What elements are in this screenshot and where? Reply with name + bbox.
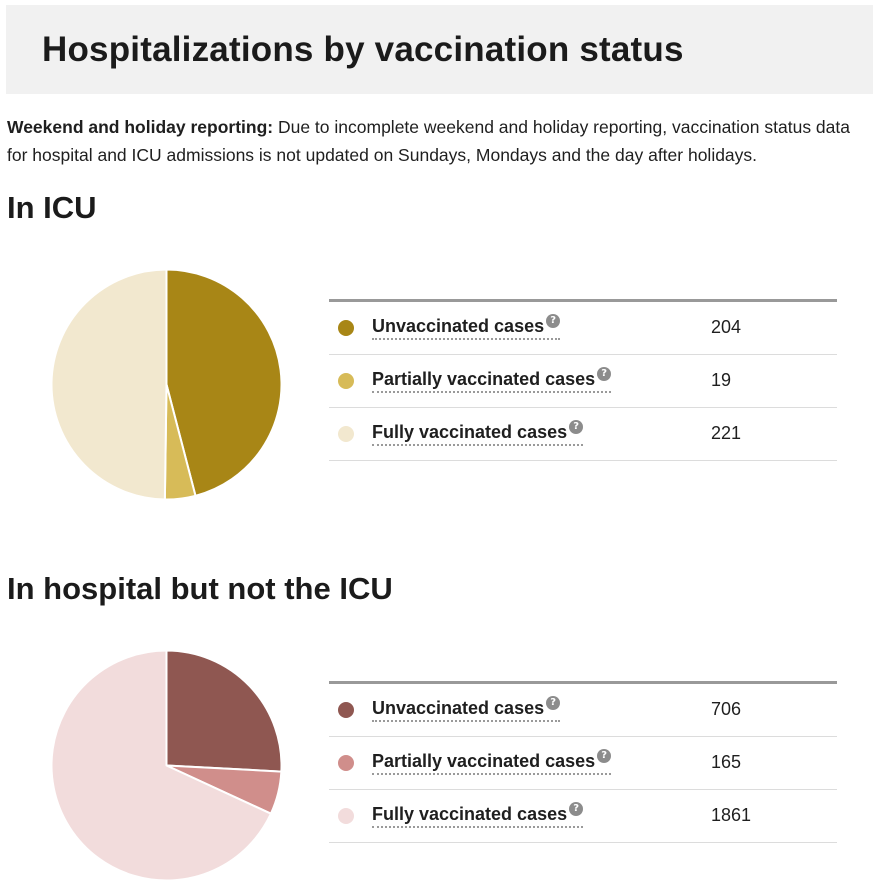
pie-slice-fully-vaccinated[interactable] bbox=[50, 268, 168, 501]
help-icon[interactable]: ? bbox=[546, 696, 561, 710]
icu-legend-row-partially: Partially vaccinated cases? 19 bbox=[329, 355, 837, 408]
partially-vaccinated-label[interactable]: Partially vaccinated cases? bbox=[372, 367, 612, 393]
page-title: Hospitalizations by vaccination status bbox=[42, 29, 684, 69]
hospital-pie-chart bbox=[50, 649, 283, 882]
hospital-legend-row-partially: Partially vaccinated cases? 165 bbox=[329, 737, 837, 790]
page-header: Hospitalizations by vaccination status bbox=[6, 5, 873, 94]
icu-section-title: In ICU bbox=[7, 190, 97, 225]
help-icon[interactable]: ? bbox=[569, 420, 584, 434]
icu-pie-chart bbox=[50, 268, 283, 501]
pie-slice-unvaccinated[interactable] bbox=[165, 649, 283, 773]
help-icon[interactable]: ? bbox=[546, 314, 561, 328]
hospital-legend: Unvaccinated cases? 706 Partially vaccin… bbox=[329, 681, 837, 843]
fully-vaccinated-label[interactable]: Fully vaccinated cases? bbox=[372, 420, 584, 446]
fully-vaccinated-value: 1861 bbox=[711, 805, 752, 825]
help-icon[interactable]: ? bbox=[597, 749, 612, 763]
hospital-section-title: In hospital but not the ICU bbox=[7, 571, 393, 606]
reporting-note: Weekend and holiday reporting: Due to in… bbox=[7, 113, 867, 169]
unvaccinated-label[interactable]: Unvaccinated cases? bbox=[372, 314, 561, 340]
reporting-note-heading: Weekend and holiday reporting: bbox=[7, 117, 274, 137]
hospital-legend-row-fully: Fully vaccinated cases? 1861 bbox=[329, 790, 837, 843]
fully-vaccinated-swatch bbox=[338, 808, 354, 824]
unvaccinated-label[interactable]: Unvaccinated cases? bbox=[372, 696, 561, 722]
icu-legend-row-fully: Fully vaccinated cases? 221 bbox=[329, 408, 837, 461]
icu-legend: Unvaccinated cases? 204 Partially vaccin… bbox=[329, 299, 837, 461]
fully-vaccinated-value: 221 bbox=[711, 423, 742, 443]
pie-slice-unvaccinated[interactable] bbox=[165, 268, 283, 497]
unvaccinated-value: 204 bbox=[711, 317, 742, 337]
help-icon[interactable]: ? bbox=[569, 802, 584, 816]
partially-vaccinated-value: 165 bbox=[711, 752, 742, 772]
unvaccinated-swatch bbox=[338, 702, 354, 718]
partially-vaccinated-swatch bbox=[338, 755, 354, 771]
fully-vaccinated-label[interactable]: Fully vaccinated cases? bbox=[372, 802, 584, 828]
unvaccinated-swatch bbox=[338, 320, 354, 336]
pie-slice-fully-vaccinated[interactable] bbox=[50, 649, 272, 882]
icu-legend-row-unvaccinated: Unvaccinated cases? 204 bbox=[329, 302, 837, 355]
help-icon[interactable]: ? bbox=[597, 367, 612, 381]
reporting-note-text: Due to incomplete weekend and holiday re… bbox=[7, 117, 850, 165]
partially-vaccinated-value: 19 bbox=[711, 370, 732, 390]
hospital-legend-row-unvaccinated: Unvaccinated cases? 706 bbox=[329, 684, 837, 737]
unvaccinated-value: 706 bbox=[711, 699, 742, 719]
fully-vaccinated-swatch bbox=[338, 426, 354, 442]
partially-vaccinated-label[interactable]: Partially vaccinated cases? bbox=[372, 749, 612, 775]
partially-vaccinated-swatch bbox=[338, 373, 354, 389]
